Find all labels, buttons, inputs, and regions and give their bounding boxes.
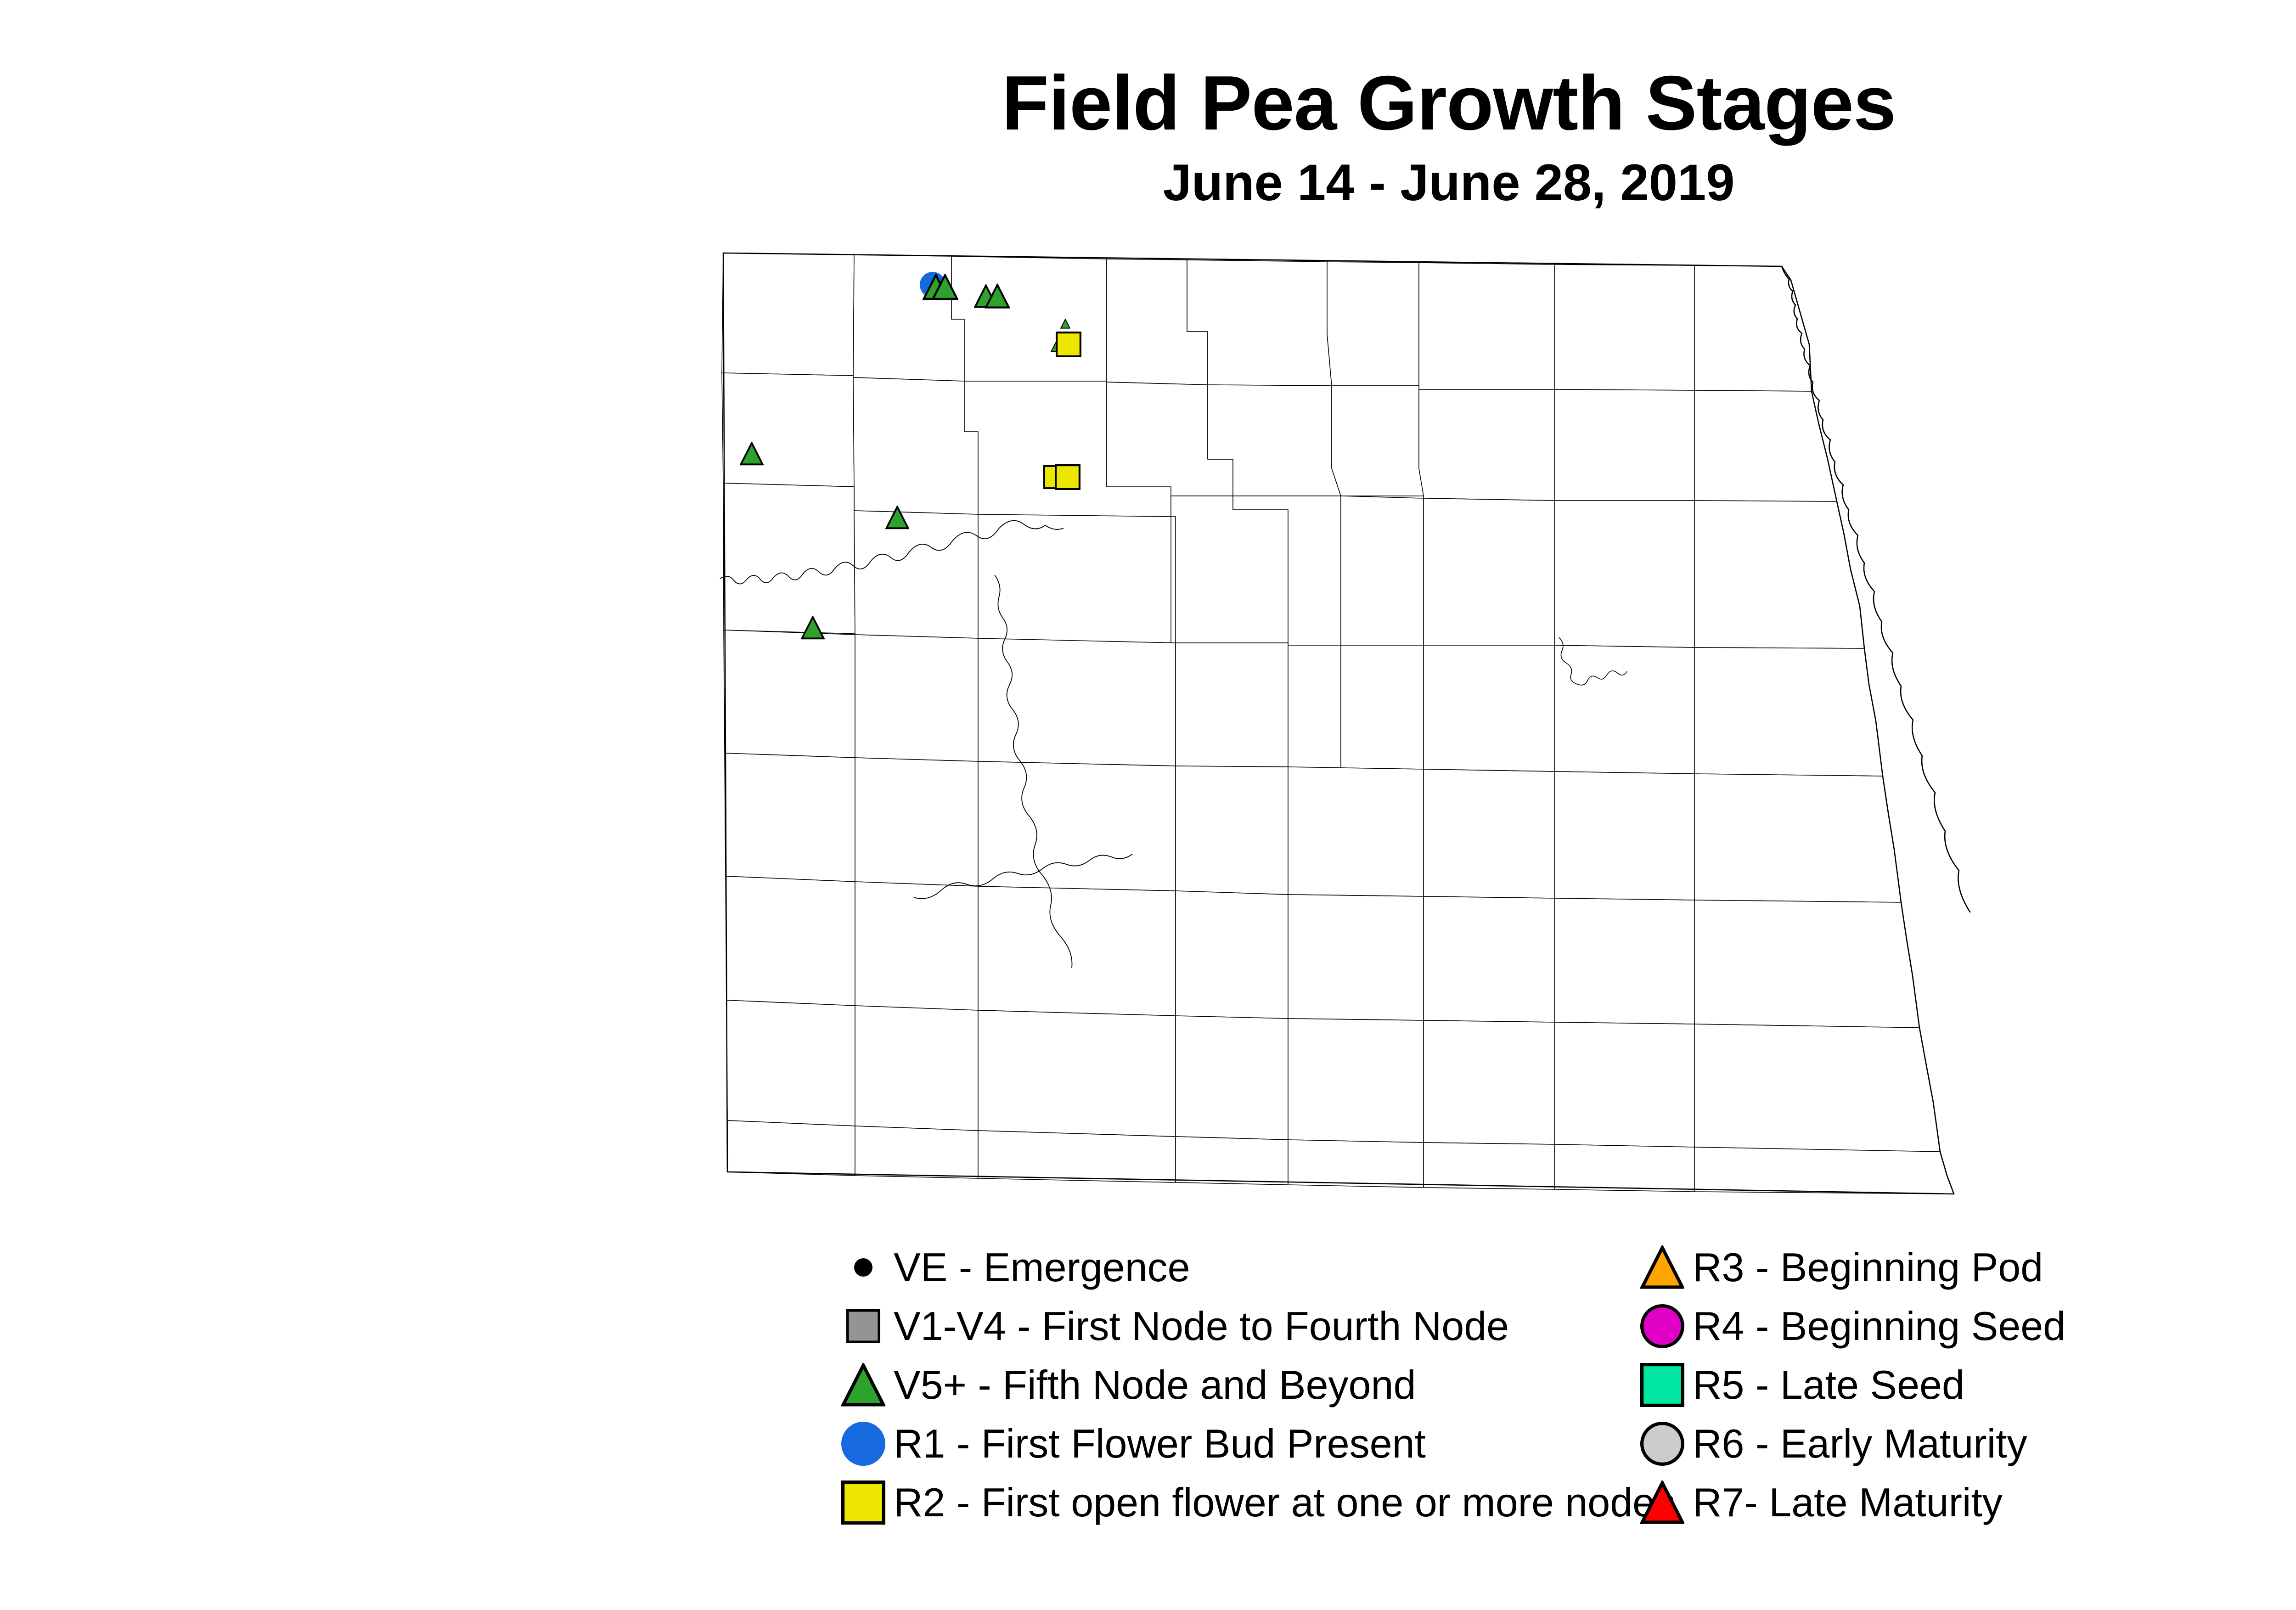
title-block: Field Pea Growth Stages June 14 - June 2…	[0, 64, 2296, 208]
legend-item-v5[interactable]: V5+ - Fifth Node and Beyond	[836, 1357, 1416, 1413]
page-subtitle: June 14 - June 28, 2019	[1163, 154, 1735, 211]
map-marker-v5plus[interactable]	[985, 283, 1010, 309]
legend-label: V5+ - Fifth Node and Beyond	[894, 1362, 1416, 1407]
state-outline	[720, 253, 1970, 1194]
legend-label: R2 - First open flower at one or more no…	[894, 1480, 1676, 1525]
map-marker-v5plus[interactable]	[1060, 319, 1070, 329]
legend-item-r4[interactable]: R4 - Beginning Seed	[1635, 1299, 2065, 1354]
map-marker-r2[interactable]	[1056, 332, 1081, 357]
legend-item-r5[interactable]: R5 - Late Seed	[1635, 1357, 1964, 1413]
map-marker-r2[interactable]	[1055, 464, 1080, 490]
legend-symbol-triangle-icon	[1635, 1475, 1690, 1530]
legend-label: R1 - First Flower Bud Present	[894, 1421, 1426, 1466]
legend-item-r2[interactable]: R2 - First open flower at one or more no…	[836, 1475, 1675, 1530]
legend-label: R7- Late Maturity	[1693, 1480, 2003, 1525]
legend-symbol-triangle-icon	[836, 1357, 891, 1413]
legend-label: R6 - Early Maturity	[1693, 1421, 2027, 1466]
legend-symbol-circle-icon	[836, 1416, 891, 1471]
county-polygons	[722, 253, 1954, 1194]
legend-label: V1-V4 - First Node to Fourth Node	[894, 1303, 1509, 1349]
map-marker-v5plus[interactable]	[885, 506, 909, 529]
map-marker-v5plus[interactable]	[740, 442, 764, 466]
north-dakota-map	[643, 230, 2278, 1231]
legend-item-ve[interactable]: VE - Emergence	[836, 1240, 1190, 1295]
legend: VE - Emergence V1-V4 - First Node to Fou…	[836, 1240, 2296, 1534]
legend-symbol-square-icon	[836, 1299, 891, 1354]
legend-symbol-square-icon	[836, 1475, 891, 1530]
legend-label: R3 - Beginning Pod	[1693, 1244, 2043, 1290]
legend-symbol-circle-icon	[1635, 1299, 1690, 1354]
legend-symbol-square-icon	[1635, 1357, 1690, 1413]
legend-item-v1v4[interactable]: V1-V4 - First Node to Fourth Node	[836, 1299, 1509, 1354]
legend-symbol-triangle-icon	[1635, 1240, 1690, 1295]
page-title: Field Pea Growth Stages	[1002, 60, 1896, 146]
legend-item-r7[interactable]: R7- Late Maturity	[1635, 1475, 2003, 1530]
map-marker-v5plus[interactable]	[801, 616, 825, 640]
legend-item-r6[interactable]: R6 - Early Maturity	[1635, 1416, 2027, 1471]
nd-county-map-svg	[720, 230, 2278, 1231]
legend-item-r1[interactable]: R1 - First Flower Bud Present	[836, 1416, 1426, 1471]
legend-label: VE - Emergence	[894, 1244, 1190, 1290]
legend-item-r3[interactable]: R3 - Beginning Pod	[1635, 1240, 2043, 1295]
legend-label: R4 - Beginning Seed	[1693, 1303, 2066, 1349]
map-marker-v5plus[interactable]	[932, 274, 958, 300]
legend-label: R5 - Late Seed	[1693, 1362, 1964, 1407]
legend-symbol-circle-icon	[836, 1240, 891, 1295]
legend-symbol-circle-icon	[1635, 1416, 1690, 1471]
